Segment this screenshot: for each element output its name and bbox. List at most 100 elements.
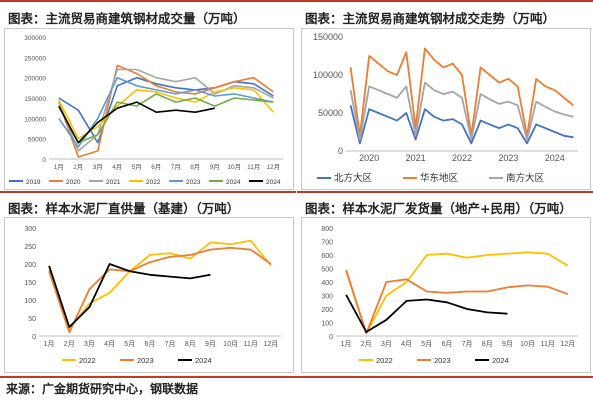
chart-frame: 0 100 200 300 400 500 600 700 800 1月 2月 3月 4月 5月 6月 7月 8… bbox=[301, 217, 591, 373]
chart-frame: 0 50000 100000 150000 2020 2021 2022 2023 2024 北方… bbox=[301, 28, 591, 190]
series-line bbox=[345, 269, 569, 335]
series-line bbox=[349, 105, 574, 145]
legend-label: 2024 bbox=[266, 179, 281, 186]
x-tick-label: 2月 bbox=[73, 163, 83, 171]
x-tick-label: 5月 bbox=[421, 340, 432, 348]
series-line bbox=[58, 64, 274, 158]
x-tick-label: 3月 bbox=[381, 340, 392, 348]
x-tick-label: 10月 bbox=[520, 340, 535, 348]
y-tick-label: 400 bbox=[321, 280, 333, 287]
legend-label: 2024 bbox=[226, 179, 241, 186]
series-line bbox=[48, 263, 211, 328]
y-tick-label: 100 bbox=[24, 298, 36, 305]
series-line bbox=[48, 239, 272, 330]
chart-title: 图表：主流贸易商建筑钢材成交量（万吨） bbox=[8, 11, 246, 26]
y-tick-label: 500 bbox=[321, 267, 333, 274]
top-rule bbox=[0, 0, 593, 2]
y-tick-label: 800 bbox=[321, 226, 333, 233]
x-tick-label: 8月 bbox=[185, 340, 196, 348]
x-tick-label: 2024 bbox=[545, 153, 565, 163]
series-line bbox=[345, 294, 508, 333]
legend-label: 2022 bbox=[146, 179, 161, 186]
x-tick-label: 7月 bbox=[171, 163, 181, 171]
source-note: 来源：广金期货研究中心，钢联数据 bbox=[6, 382, 199, 396]
x-tick-label: 11月 bbox=[247, 163, 260, 171]
series-line bbox=[58, 87, 274, 140]
y-tick-label: 250 bbox=[24, 244, 36, 251]
legend-label: 华东地区 bbox=[420, 172, 459, 184]
legend-label: 2022 bbox=[376, 356, 393, 365]
x-tick-label: 12月 bbox=[266, 163, 280, 171]
y-tick-label: 0 bbox=[329, 334, 333, 341]
y-tick-label: 100 bbox=[321, 321, 333, 328]
series-line bbox=[349, 81, 574, 141]
y-tick-label: 200 bbox=[24, 262, 36, 269]
y-tick-label: 150000 bbox=[313, 32, 343, 42]
y-tick-label: 50000 bbox=[28, 137, 46, 144]
y-tick-label: 50000 bbox=[318, 108, 343, 118]
x-tick-label: 6月 bbox=[144, 340, 155, 348]
series-line bbox=[58, 76, 274, 144]
x-tick-label: 2020 bbox=[359, 153, 379, 163]
chart-panel-cement-ship: 图表：样本水泥厂发货量（地产+民用）（万吨） 0 100 200 300 400 500 6… bbox=[297, 191, 593, 376]
y-tick-label: 150 bbox=[24, 280, 36, 287]
x-tick-label: 7月 bbox=[165, 340, 176, 348]
x-tick-label: 2月 bbox=[64, 340, 75, 348]
y-tick-label: 300 bbox=[321, 294, 333, 301]
y-tick-label: 0 bbox=[32, 334, 36, 341]
chart-title: 图表：主流贸易商建筑钢材成交走势（万吨） bbox=[305, 11, 556, 26]
y-tick-label: 150000 bbox=[24, 96, 46, 103]
x-tick-label: 2023 bbox=[498, 153, 518, 163]
volume-chart: 0 50000 100000 150000 200000 250000 300000 1月 2月… bbox=[9, 35, 283, 186]
y-tick-label: 200 bbox=[321, 307, 333, 314]
legend-label: 2019 bbox=[26, 179, 41, 186]
x-tick-label: 12月 bbox=[561, 340, 576, 348]
x-tick-label: 8月 bbox=[482, 340, 493, 348]
x-tick-label: 8月 bbox=[190, 163, 200, 171]
chart-panel-trend: 图表：主流贸易商建筑钢材成交走势（万吨） 0 50000 100000 150000 2… bbox=[297, 0, 593, 190]
footer-rule bbox=[0, 376, 593, 378]
x-tick-label: 3月 bbox=[93, 163, 103, 171]
y-tick-label: 300 bbox=[24, 226, 36, 233]
legend-label: 北方大区 bbox=[334, 172, 373, 184]
series-line bbox=[349, 47, 574, 137]
x-tick-label: 5月 bbox=[132, 163, 142, 171]
chart-title: 图表：样本水泥厂直供量（基建）（万吨） bbox=[8, 201, 240, 216]
y-tick-label: 200000 bbox=[24, 76, 46, 83]
y-tick-label: 100000 bbox=[24, 116, 46, 123]
y-tick-label: 250000 bbox=[24, 55, 46, 62]
x-tick-label: 9月 bbox=[205, 340, 216, 348]
series-line bbox=[58, 101, 215, 144]
series-line bbox=[48, 246, 272, 334]
legend-label: 2024 bbox=[492, 356, 509, 365]
x-tick-label: 4月 bbox=[401, 340, 412, 348]
series-line bbox=[58, 76, 274, 148]
x-tick-label: 9月 bbox=[502, 340, 513, 348]
x-tick-label: 11月 bbox=[541, 340, 555, 348]
legend-label: 2023 bbox=[186, 179, 201, 186]
chart-panel-volume: 图表：主流贸易商建筑钢材成交量（万吨） 0 50000 100000 150000 20… bbox=[0, 0, 296, 190]
chart-title: 图表：样本水泥厂发货量（地产+民用）（万吨） bbox=[305, 201, 572, 216]
x-tick-label: 12月 bbox=[264, 340, 279, 348]
series-line bbox=[345, 251, 569, 335]
x-tick-label: 1月 bbox=[341, 340, 352, 348]
legend-label: 2020 bbox=[66, 179, 81, 186]
x-tick-label: 2月 bbox=[361, 340, 372, 348]
x-tick-label: 10月 bbox=[223, 340, 238, 348]
x-tick-label: 1月 bbox=[44, 340, 55, 348]
x-tick-label: 5月 bbox=[124, 340, 135, 348]
legend-label: 2022 bbox=[79, 356, 96, 365]
x-tick-label: 2022 bbox=[452, 153, 472, 163]
y-tick-label: 600 bbox=[321, 253, 333, 260]
legend-label: 2021 bbox=[106, 179, 121, 186]
legend-label: 2023 bbox=[137, 356, 154, 365]
x-tick-label: 6月 bbox=[441, 340, 452, 348]
x-tick-label: 9月 bbox=[210, 163, 220, 171]
chart-frame: 0 50 100 150 200 250 300 1月 2月 3月 4月 5月 6月 7月 8月 9月 10月 1… bbox=[4, 217, 294, 373]
legend-label: 2024 bbox=[195, 356, 212, 365]
trend-chart: 0 50000 100000 150000 2020 2021 2022 2023 2024 北方… bbox=[313, 32, 578, 184]
x-tick-label: 6月 bbox=[151, 163, 161, 171]
x-tick-label: 4月 bbox=[104, 340, 115, 348]
section-rule bbox=[0, 191, 296, 193]
legend-label: 2023 bbox=[434, 356, 451, 365]
